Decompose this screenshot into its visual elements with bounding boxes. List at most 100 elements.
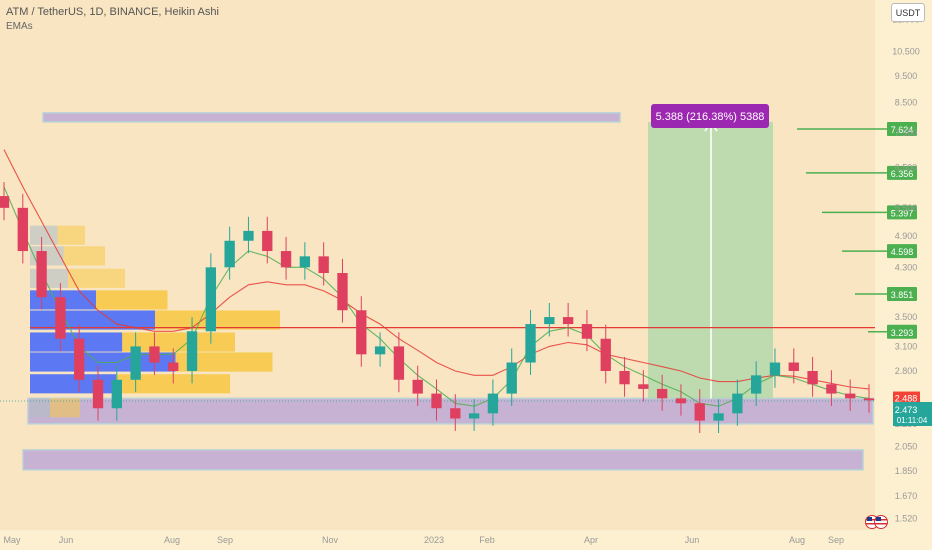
candle-body (318, 256, 329, 274)
candle-body (600, 338, 611, 371)
candle-body (468, 413, 480, 419)
candle-body (581, 324, 593, 339)
candle-body (224, 240, 235, 268)
us-flag-icon[interactable] (865, 515, 889, 529)
y-tick-label: 4.300 (895, 262, 918, 272)
candle-body (111, 379, 122, 409)
y-tick-label: 2.800 (895, 366, 918, 376)
y-tick-label: 2.050 (895, 441, 918, 451)
x-tick-label: Sep (217, 535, 233, 545)
volume-profile-down-bar (57, 225, 85, 245)
candle-body (186, 331, 198, 371)
target-label: 7.624 (891, 125, 914, 135)
candle-body (656, 388, 668, 399)
candle-body (562, 317, 574, 325)
candle-body (149, 346, 160, 363)
candle-body (713, 413, 724, 421)
volume-profile-up-bar (30, 310, 155, 330)
x-tick-label: May (3, 535, 21, 545)
y-tick-label: 5.500 (895, 203, 918, 213)
volume-profile-up-bar (30, 225, 58, 245)
target-label: 4.598 (891, 247, 914, 257)
candle-body (374, 346, 386, 355)
target-label-bg (887, 205, 917, 220)
candle-body (55, 297, 66, 339)
y-tick-label: 9.500 (895, 71, 918, 81)
target-label: 5.397 (891, 208, 914, 218)
candle-body (205, 267, 217, 332)
candle-body (506, 362, 517, 394)
target-label: 3.293 (891, 328, 914, 338)
x-tick-label: Nov (322, 535, 339, 545)
measure-label: 5.388 (216.38%) 5388 (656, 111, 765, 123)
candle-body (74, 338, 85, 380)
candle-body (412, 379, 423, 394)
x-tick-label: Jun (59, 535, 74, 545)
candle-body (431, 393, 442, 409)
target-label-bg (887, 324, 917, 339)
x-tick-label: Jun (685, 535, 700, 545)
volume-profile-down-bar (116, 374, 230, 394)
y-tick-label: 3.100 (895, 341, 918, 351)
current-price-label-bg (893, 402, 932, 426)
target-label: 3.851 (891, 290, 914, 300)
candle-body (732, 393, 743, 414)
x-tick-label: Apr (584, 535, 598, 545)
x-tick-label: Feb (479, 535, 495, 545)
last-price-label: 2.488 (895, 394, 918, 404)
candle-body (337, 273, 348, 311)
candle-body (17, 207, 28, 252)
candle-body (0, 196, 10, 208)
y-tick-label: 1.520 (895, 514, 918, 524)
current-price-label: 2.473 (895, 405, 918, 415)
volume-profile-down-bar (50, 398, 80, 418)
candle-body (788, 362, 799, 371)
y-tick-label: 6.500 (895, 162, 918, 172)
candle-body (619, 370, 630, 385)
candle-body (525, 324, 536, 363)
candle-body (243, 230, 254, 241)
volume-profile-up-bar (30, 398, 50, 418)
target-label: 6.356 (891, 169, 914, 179)
upper-supply-zone (42, 112, 621, 123)
candle-body (393, 346, 405, 380)
target-label-bg (887, 121, 917, 136)
measure-label-bg (651, 104, 769, 128)
symbol-title: ATM / TetherUS, 1D, BINANCE, Heikin Ashi (6, 6, 219, 18)
candle-body (544, 317, 555, 325)
volume-profile-down-bar (96, 290, 168, 310)
volume-profile-down-bar (68, 268, 125, 288)
candle-body (356, 310, 367, 355)
last-price-label-bg (893, 391, 920, 405)
indicator-label[interactable]: EMAs (6, 21, 33, 32)
candle-body (675, 398, 687, 404)
candle-body (694, 403, 705, 421)
candle-body (280, 251, 292, 268)
y-tick-label: 8.500 (895, 98, 918, 108)
x-tick-label: Sep (828, 535, 844, 545)
y-tick-label: 10.500 (892, 47, 920, 57)
countdown-label: 01:11:04 (897, 416, 928, 425)
x-tick-label: Aug (164, 535, 180, 545)
y-tick-label: 3.500 (895, 312, 918, 322)
candle-body (168, 362, 179, 371)
candle-body (769, 362, 781, 376)
volume-profile-down-bar (63, 246, 105, 266)
candle-body (863, 398, 875, 401)
candle-body (826, 384, 837, 394)
candle-body (751, 375, 762, 394)
candle-body (845, 393, 856, 399)
lower-demand-zone (22, 449, 864, 471)
currency-button[interactable]: USDT (891, 3, 925, 22)
target-label-bg (887, 165, 917, 180)
volume-profile-down-bar (155, 310, 280, 330)
candle-body (638, 384, 649, 389)
x-tick-label: Aug (789, 535, 805, 545)
volume-profile-up-bar (30, 246, 64, 266)
target-label-bg (887, 244, 917, 259)
candle-body (92, 379, 104, 409)
y-tick-label: 1.850 (895, 466, 918, 476)
candle-body (299, 256, 311, 268)
